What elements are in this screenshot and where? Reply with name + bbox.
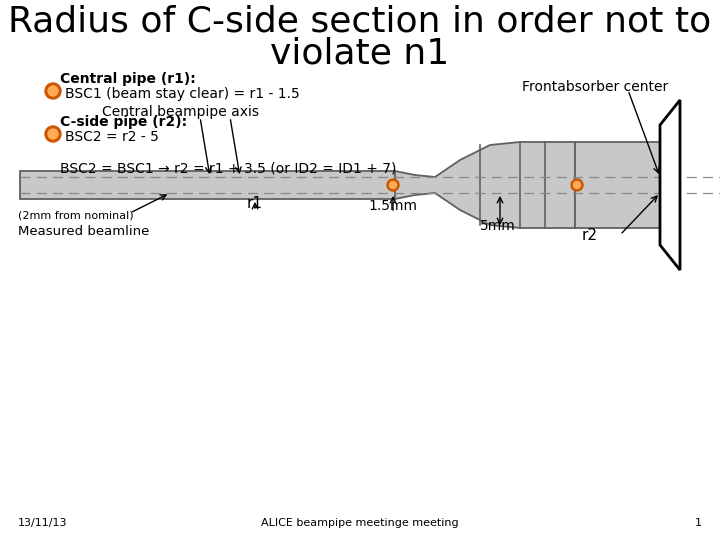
Polygon shape (660, 100, 680, 270)
Text: Measured beamline: Measured beamline (18, 225, 149, 238)
Text: violate n1: violate n1 (271, 37, 449, 71)
Circle shape (48, 86, 58, 96)
Circle shape (45, 126, 61, 142)
Text: r1: r1 (247, 196, 263, 211)
Text: 5mm: 5mm (480, 219, 516, 233)
Polygon shape (395, 142, 575, 228)
Text: 1: 1 (695, 518, 702, 528)
Text: 13/11/13: 13/11/13 (18, 518, 68, 528)
Text: Central beampipe axis: Central beampipe axis (102, 105, 258, 119)
Circle shape (48, 129, 58, 139)
Text: Radius of C-side section in order not to: Radius of C-side section in order not to (9, 5, 711, 39)
Text: C-side pipe (r2):: C-side pipe (r2): (60, 115, 187, 129)
Text: r2: r2 (582, 228, 598, 243)
Circle shape (390, 181, 397, 188)
Text: BSC2 = r2 - 5: BSC2 = r2 - 5 (65, 130, 159, 144)
Circle shape (571, 179, 583, 191)
Circle shape (574, 181, 580, 188)
Text: Frontabsorber center: Frontabsorber center (522, 80, 668, 94)
Bar (575, 142, 660, 228)
Circle shape (45, 83, 61, 99)
Text: 1.5mm: 1.5mm (369, 199, 418, 213)
Text: BSC1 (beam stay clear) = r1 - 1.5: BSC1 (beam stay clear) = r1 - 1.5 (65, 87, 300, 101)
Text: (2mm from nominal): (2mm from nominal) (18, 211, 134, 221)
Text: Central pipe (r1):: Central pipe (r1): (60, 72, 196, 86)
Text: BSC2 = BSC1 → r2 = r1 + 3.5 (or ID2 = ID1 + 7): BSC2 = BSC1 → r2 = r1 + 3.5 (or ID2 = ID… (60, 162, 397, 176)
Text: ALICE beampipe meetinge meeting: ALICE beampipe meetinge meeting (261, 518, 459, 528)
Circle shape (387, 179, 399, 191)
Bar (20, 171, 395, 199)
